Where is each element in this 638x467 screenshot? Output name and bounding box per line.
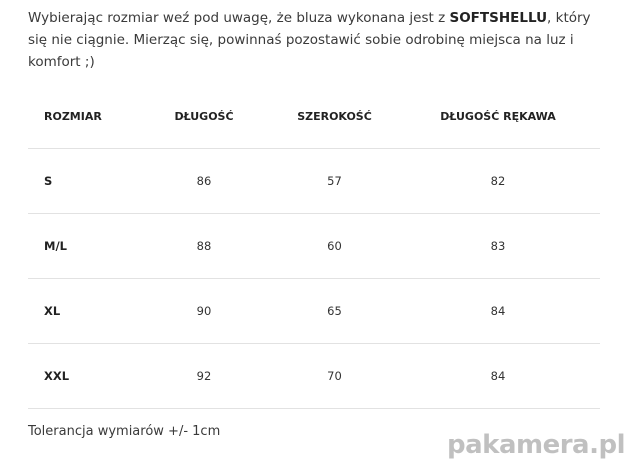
sleeve-length-cell: 84 bbox=[396, 278, 600, 344]
table-header-row: ROZMIAR DŁUGOŚĆ SZEROKOŚĆ DŁUGOŚĆ RĘKAWA bbox=[28, 84, 600, 149]
table-row: S 86 57 82 bbox=[28, 148, 600, 214]
intro-text-end: , który się nie ciągnie. Mierząc się, po… bbox=[28, 10, 591, 70]
sleeve-length-cell: 82 bbox=[396, 148, 600, 214]
width-cell: 60 bbox=[273, 213, 396, 279]
size-cell: M/L bbox=[28, 213, 135, 279]
tolerance-note: Tolerancja wymiarów +/- 1cm bbox=[28, 424, 221, 439]
header-size: ROZMIAR bbox=[28, 84, 135, 149]
length-cell: 90 bbox=[135, 278, 273, 344]
table-row: XL 90 65 84 bbox=[28, 278, 600, 344]
intro-text-start: Wybierając rozmiar weź pod uwagę, że blu… bbox=[28, 10, 450, 26]
intro-paragraph: Wybierając rozmiar weź pod uwagę, że blu… bbox=[28, 7, 608, 73]
table-row: XXL 92 70 84 bbox=[28, 343, 600, 409]
length-cell: 92 bbox=[135, 343, 273, 409]
header-sleeve-length: DŁUGOŚĆ RĘKAWA bbox=[396, 84, 600, 149]
header-length: DŁUGOŚĆ bbox=[135, 84, 273, 149]
sleeve-length-cell: 83 bbox=[396, 213, 600, 279]
table-row: M/L 88 60 83 bbox=[28, 213, 600, 279]
width-cell: 57 bbox=[273, 148, 396, 214]
header-width: SZEROKOŚĆ bbox=[273, 84, 396, 149]
width-cell: 70 bbox=[273, 343, 396, 409]
width-cell: 65 bbox=[273, 278, 396, 344]
length-cell: 86 bbox=[135, 148, 273, 214]
length-cell: 88 bbox=[135, 213, 273, 279]
size-chart-table: ROZMIAR DŁUGOŚĆ SZEROKOŚĆ DŁUGOŚĆ RĘKAWA… bbox=[28, 84, 600, 409]
size-cell: XXL bbox=[28, 343, 135, 409]
size-cell: XL bbox=[28, 278, 135, 344]
pakamera-watermark-logo: pakamera.pl bbox=[447, 430, 626, 460]
sleeve-length-cell: 84 bbox=[396, 343, 600, 409]
size-cell: S bbox=[28, 148, 135, 214]
intro-material-name: SOFTSHELLU bbox=[449, 10, 548, 26]
